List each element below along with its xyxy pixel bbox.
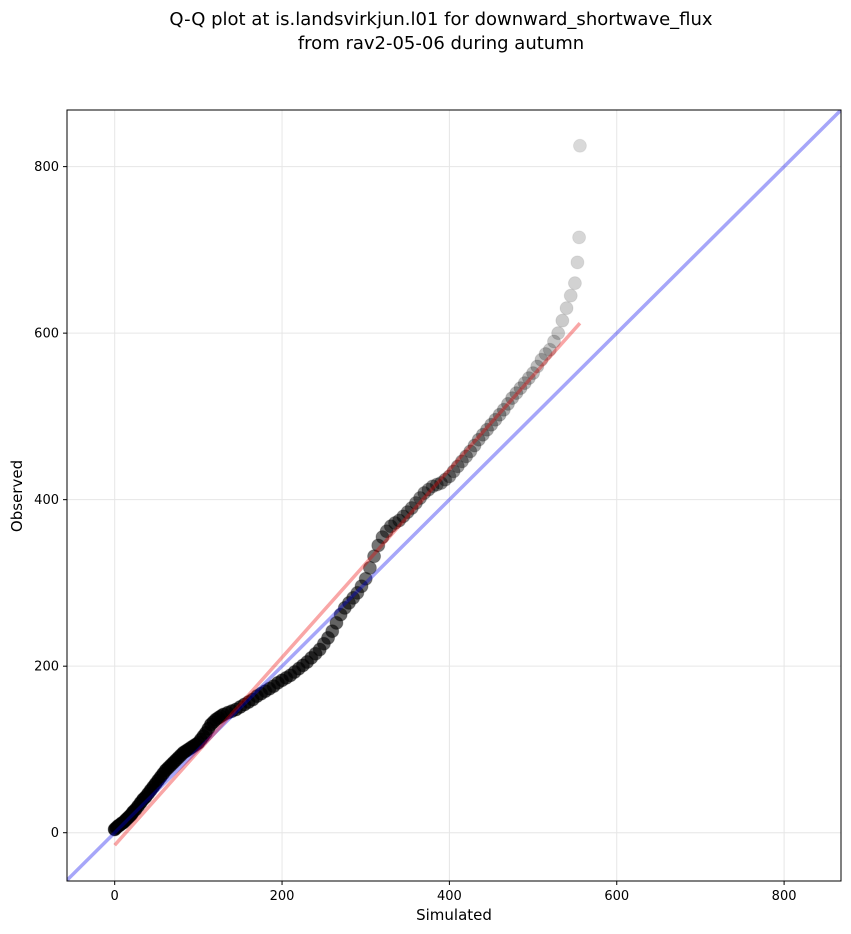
qq-point <box>555 313 570 328</box>
y-axis-label: Observed <box>8 460 26 532</box>
qq-point <box>421 482 436 497</box>
qq-point <box>400 505 415 520</box>
qq-point <box>434 476 449 491</box>
plot-frame <box>66 109 842 882</box>
qq-point <box>505 391 520 406</box>
qq-point <box>542 342 557 357</box>
x-tick-label: 600 <box>604 889 629 904</box>
qq-point <box>480 422 495 437</box>
y-tick-label: 600 <box>34 327 59 342</box>
qq-point <box>567 276 582 291</box>
qq-point <box>463 444 478 459</box>
x-tick-label: 0 <box>111 889 119 904</box>
qq-point <box>429 477 444 492</box>
regression-fit-line <box>113 321 582 847</box>
chart-title-line-1: Q-Q plot at is.landsvirkjun.l01 for down… <box>169 9 713 30</box>
x-tick-label: 800 <box>772 889 797 904</box>
qq-point <box>492 407 507 422</box>
y-tick-label: 0 <box>51 826 59 841</box>
qq-point <box>500 396 515 411</box>
y-tick-label: 200 <box>34 660 59 675</box>
qq-point <box>526 366 541 381</box>
qq-point <box>396 509 411 524</box>
qq-point <box>425 479 440 494</box>
y-tick-label: 400 <box>34 493 59 508</box>
qq-point <box>362 560 377 575</box>
plot-marks <box>67 110 841 881</box>
qq-point <box>404 500 419 515</box>
qq-point <box>530 359 545 374</box>
qq-point <box>538 346 553 361</box>
qq-point <box>546 334 561 349</box>
qq-point <box>488 412 503 427</box>
qq-point <box>413 490 428 505</box>
qq-point <box>517 376 532 391</box>
axis-ticks: 0 200 400 600 800 0 200 400 600 800 <box>34 160 796 904</box>
qq-point <box>442 469 457 484</box>
identity-line <box>67 110 841 881</box>
qq-point <box>459 449 474 464</box>
qq-point <box>521 371 536 386</box>
qq-point <box>450 459 465 474</box>
qq-point <box>572 138 587 153</box>
qq-point <box>475 427 490 442</box>
qq-point <box>509 386 524 401</box>
grid-lines <box>67 110 841 881</box>
qq-point <box>496 402 511 417</box>
qq-point <box>408 495 423 510</box>
qq-point <box>454 454 469 469</box>
qq-point <box>551 326 566 341</box>
qq-point <box>417 486 432 501</box>
qq-point <box>563 288 578 303</box>
qq-point <box>534 352 549 367</box>
x-axis-label: Simulated <box>416 906 492 924</box>
y-tick-label: 800 <box>34 160 59 175</box>
qq-point <box>438 472 453 487</box>
qq-point <box>513 381 528 396</box>
qq-point <box>467 438 482 453</box>
qq-point <box>570 255 585 270</box>
qq-point <box>446 464 461 479</box>
qq-point <box>484 417 499 432</box>
qq-point <box>471 432 486 447</box>
x-tick-label: 400 <box>437 889 462 904</box>
chart-title-line-2: from rav2-05-06 during autumn <box>298 33 584 54</box>
x-tick-label: 200 <box>270 889 295 904</box>
qq-point <box>559 301 574 316</box>
qq-point <box>572 230 587 245</box>
